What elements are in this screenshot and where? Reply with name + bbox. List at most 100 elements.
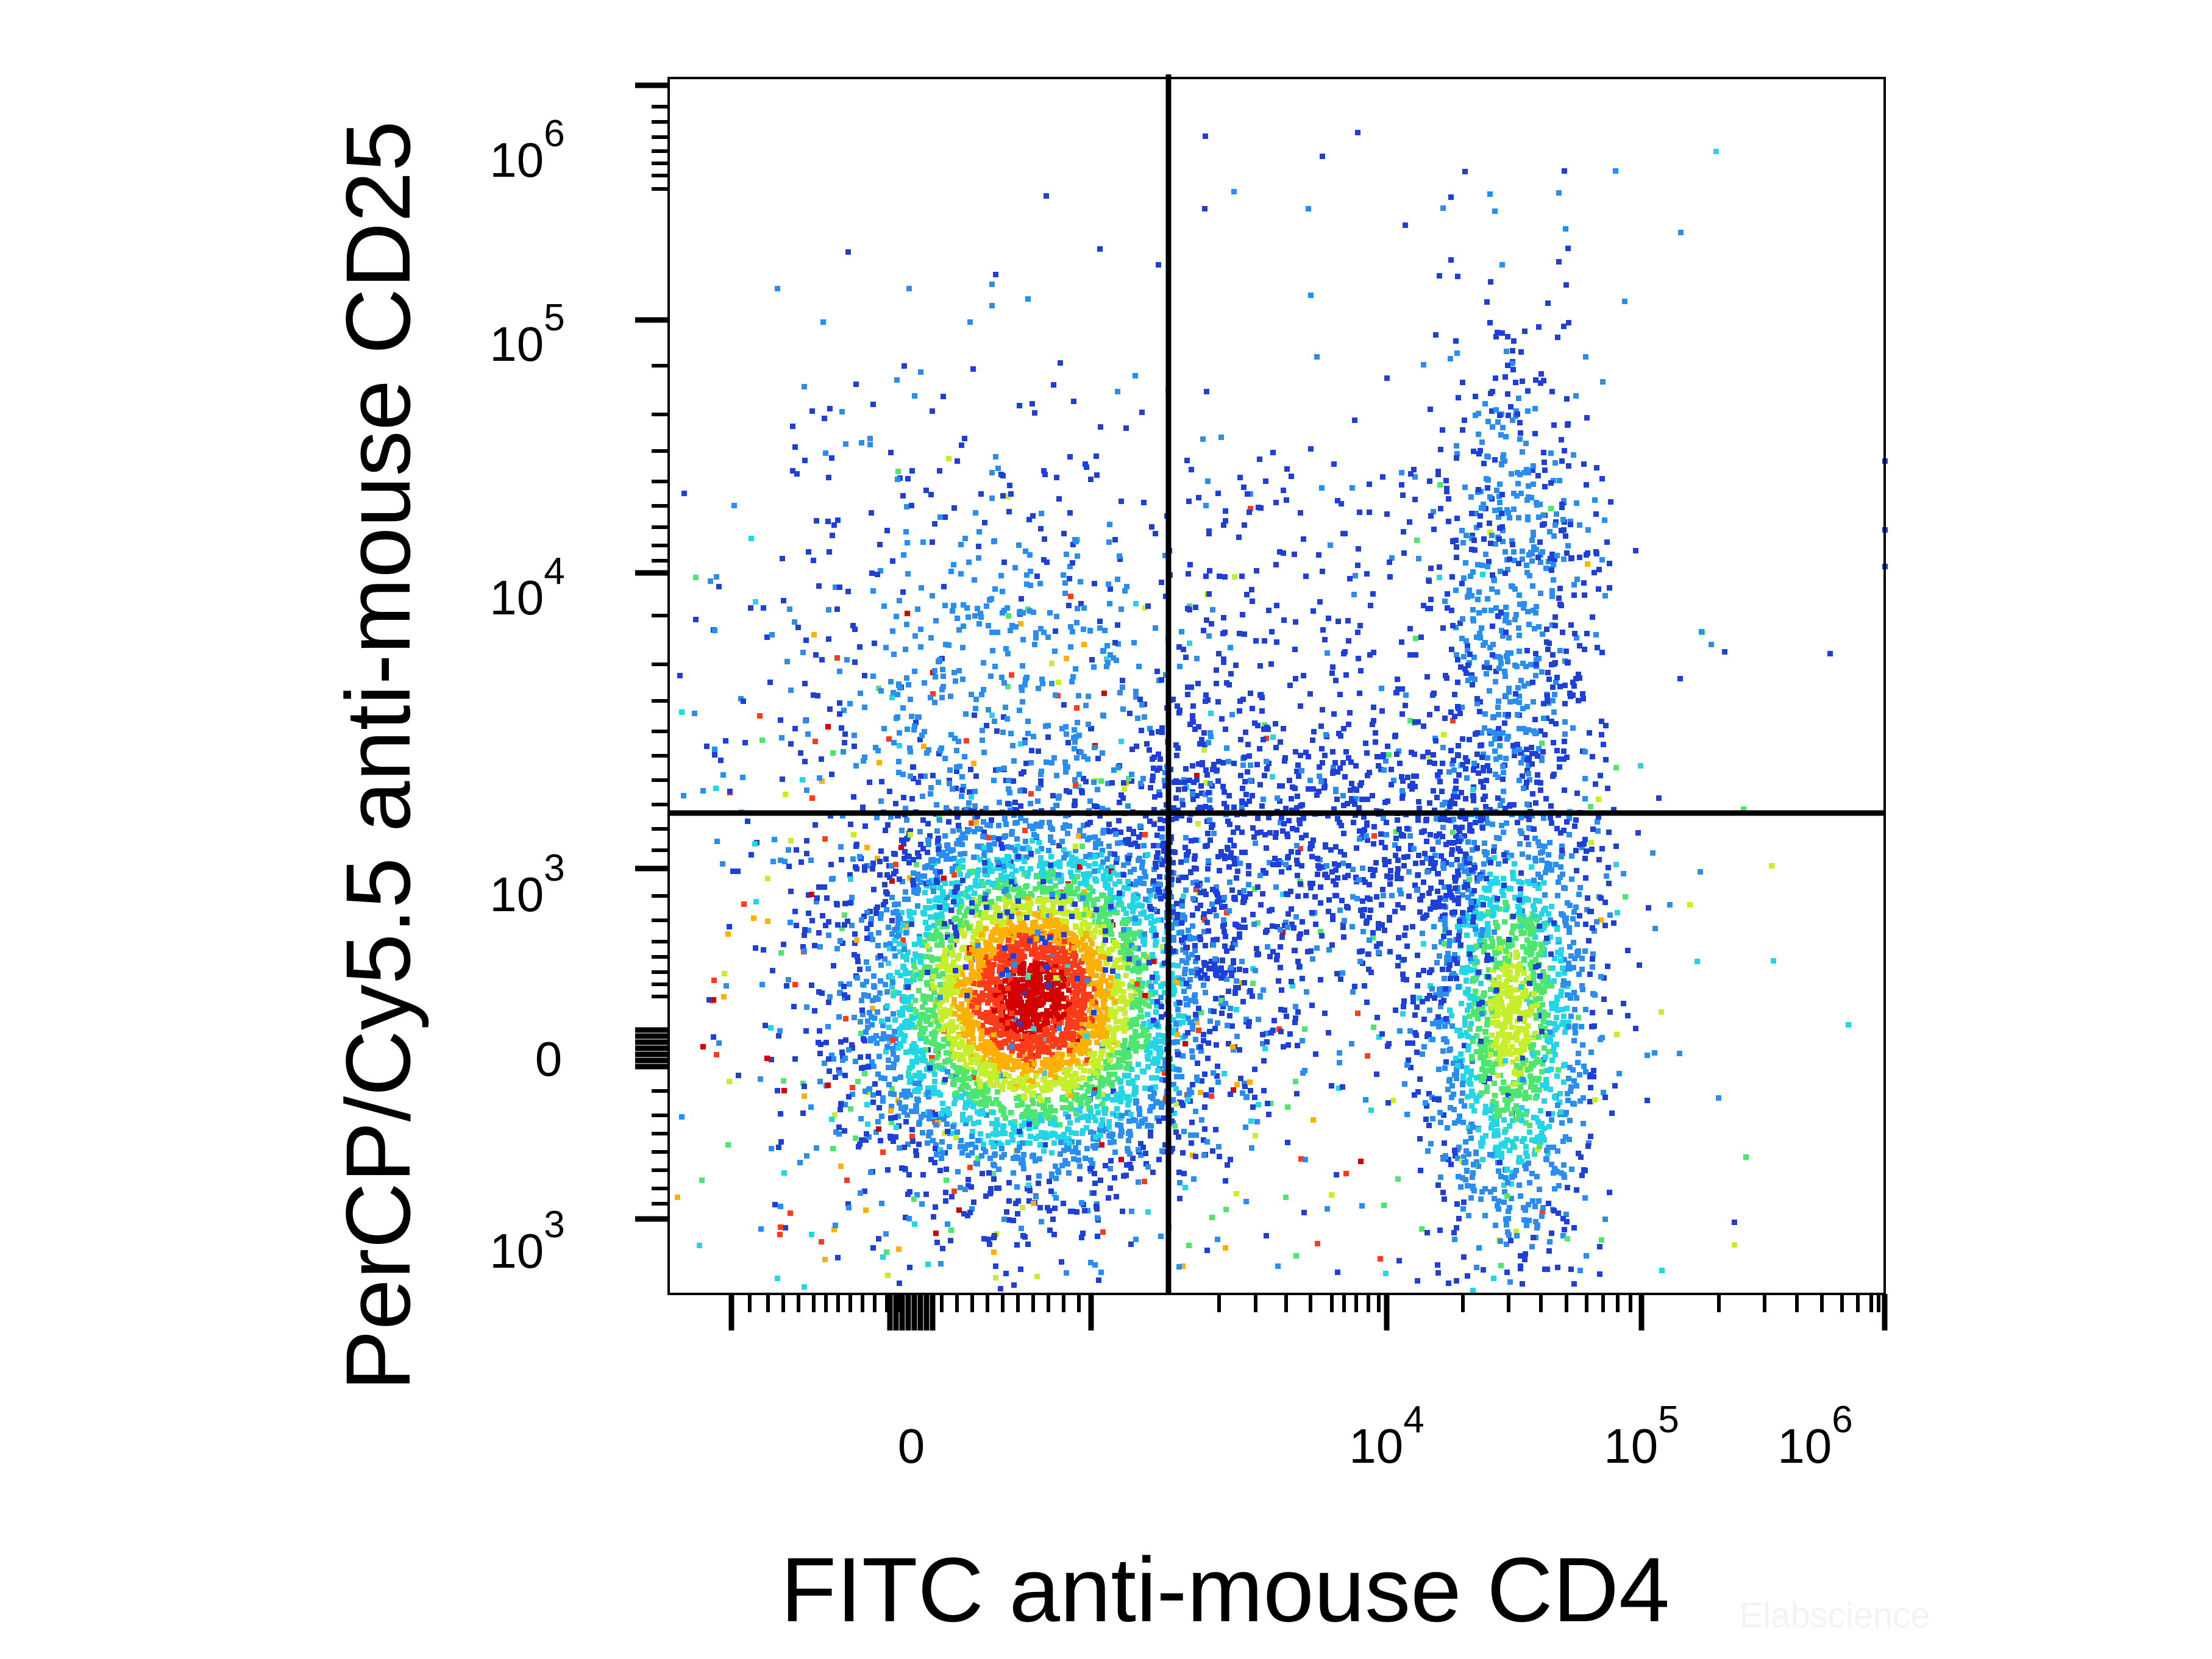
event-dot: [853, 844, 859, 849]
event-dot: [741, 901, 747, 907]
event-dot: [969, 1032, 974, 1037]
event-dot: [1046, 1038, 1051, 1043]
event-dot: [883, 982, 888, 987]
event-dot: [819, 778, 825, 784]
event-dot: [1206, 1040, 1211, 1046]
event-dot: [1024, 1057, 1030, 1062]
event-dot: [1063, 852, 1069, 858]
event-dot: [1120, 1209, 1125, 1214]
event-dot: [1383, 1271, 1389, 1276]
event-dot: [966, 1177, 971, 1182]
event-dot: [1104, 898, 1109, 904]
event-dot: [1075, 1097, 1080, 1103]
event-dot: [1052, 1000, 1058, 1006]
event-dot: [866, 1064, 871, 1070]
event-dot: [1036, 1003, 1042, 1008]
event-dot: [1127, 1162, 1133, 1167]
event-dot: [1022, 859, 1027, 864]
event-dot: [970, 1075, 976, 1080]
event-dot: [1098, 841, 1103, 847]
event-dot: [1033, 947, 1039, 952]
event-dot: [1242, 1081, 1247, 1086]
event-dot: [1125, 1146, 1130, 1151]
event-dot: [979, 1031, 984, 1037]
event-dot: [845, 995, 850, 1000]
event-dot: [933, 1122, 939, 1128]
event-dot: [1029, 748, 1034, 753]
event-dot: [960, 1117, 966, 1123]
event-dot: [1027, 968, 1033, 974]
event-dot: [765, 918, 770, 924]
event-dot: [959, 947, 965, 952]
event-dot: [913, 1148, 919, 1154]
event-dot: [759, 982, 765, 987]
event-dot: [1015, 894, 1021, 900]
event-dot: [926, 1133, 931, 1139]
event-dot: [1253, 1133, 1258, 1139]
event-dot: [1100, 967, 1105, 972]
event-dot: [1211, 762, 1217, 767]
event-dot: [978, 1101, 983, 1107]
event-dot: [895, 469, 901, 474]
event-dot: [1250, 981, 1256, 986]
event-dot: [994, 1078, 1000, 1084]
event-dot: [1371, 833, 1377, 839]
event-dot: [1022, 1067, 1027, 1073]
event-dot: [858, 1116, 864, 1121]
event-dot: [1125, 1110, 1131, 1115]
event-dot: [1020, 1157, 1025, 1163]
event-dot: [1190, 1054, 1195, 1060]
event-dot: [870, 1006, 875, 1011]
event-dot: [1234, 978, 1239, 984]
event-dot: [1100, 1229, 1106, 1235]
event-dot: [1182, 1033, 1188, 1039]
event-dot: [1109, 994, 1115, 1000]
event-dot: [1228, 1092, 1233, 1097]
event-dot: [1061, 855, 1067, 861]
event-dot: [852, 1015, 857, 1020]
event-dot: [1003, 926, 1008, 932]
event-dot: [938, 934, 944, 939]
event-dot: [899, 1025, 905, 1030]
event-dot: [1039, 1085, 1045, 1091]
event-dot: [1145, 1012, 1150, 1017]
event-dot: [1081, 989, 1086, 995]
event-dot: [914, 1153, 919, 1158]
event-dot: [954, 1090, 959, 1096]
event-dot: [1012, 1129, 1017, 1135]
event-dot: [1118, 1085, 1124, 1091]
event-dot: [929, 982, 934, 987]
event-dot: [986, 1133, 991, 1139]
event-dot: [1039, 924, 1045, 929]
event-dot: [1058, 1065, 1064, 1070]
event-dot: [1080, 1231, 1086, 1236]
event-dot: [916, 1081, 922, 1086]
event-dot: [1237, 967, 1242, 972]
event-dot: [998, 1060, 1003, 1065]
event-dot: [1211, 1070, 1216, 1076]
event-dot: [1162, 1057, 1168, 1063]
event-dot: [967, 956, 972, 962]
event-dot: [1081, 1068, 1087, 1073]
event-dot: [912, 1073, 918, 1078]
event-dot: [1144, 1043, 1150, 1049]
event-dot: [920, 1130, 925, 1135]
event-dot: [1105, 865, 1111, 871]
event-dot: [1109, 1080, 1115, 1085]
event-dot: [855, 959, 861, 964]
event-dot: [749, 536, 754, 541]
event-dot: [1083, 779, 1089, 784]
event-dot: [1180, 978, 1186, 983]
event-dot: [1298, 846, 1303, 851]
event-dot: [1001, 714, 1006, 720]
event-dot: [1150, 952, 1155, 957]
event-dot: [975, 844, 980, 849]
event-dot: [1153, 1099, 1159, 1105]
event-dot: [897, 941, 902, 947]
event-dot: [1018, 1046, 1023, 1052]
event-dot: [973, 1005, 979, 1011]
event-dot: [1162, 770, 1168, 775]
event-dot: [960, 1112, 966, 1117]
event-dot: [852, 952, 857, 957]
event-dot: [675, 1195, 680, 1200]
